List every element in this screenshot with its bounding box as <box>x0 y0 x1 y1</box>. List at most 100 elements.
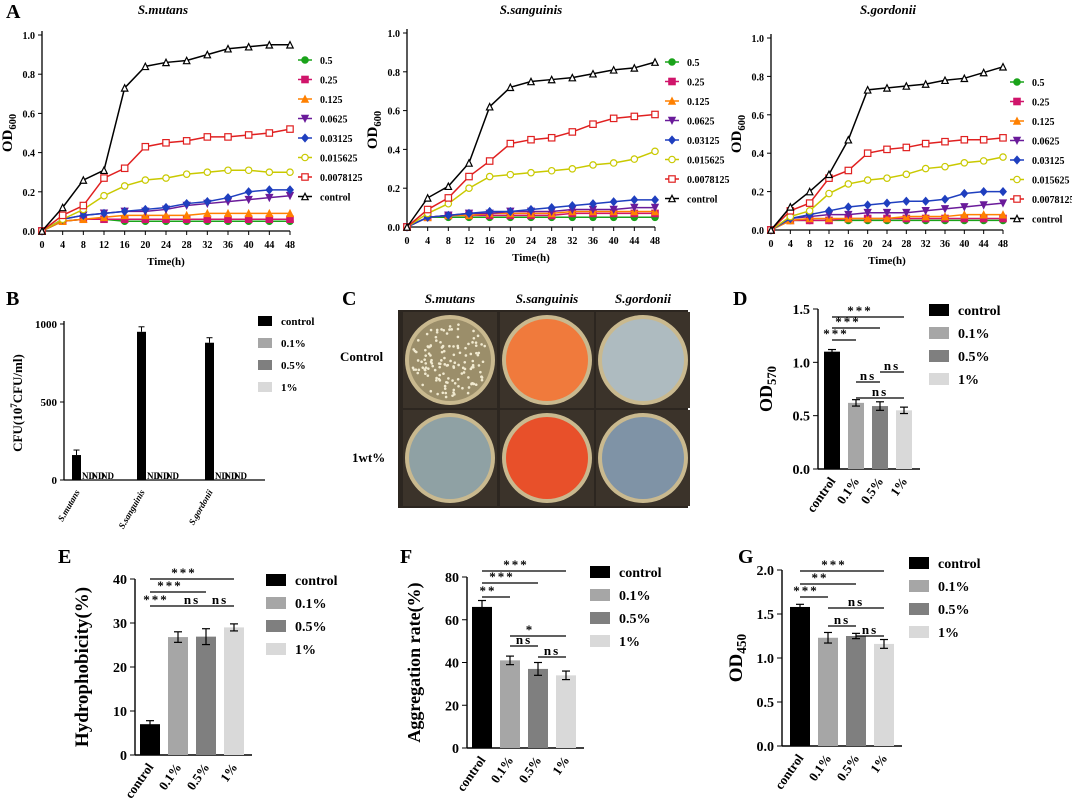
legend-label: control <box>1032 215 1063 226</box>
legend-label: 0.1% <box>958 327 990 342</box>
line-point <box>863 213 872 223</box>
colony <box>437 377 441 381</box>
nd-label: ND <box>215 471 228 481</box>
category-label: control <box>122 760 157 801</box>
colony <box>411 366 415 370</box>
line-point <box>182 55 191 65</box>
line-point <box>786 202 795 211</box>
line-point <box>162 202 170 213</box>
bar-1% <box>896 410 912 469</box>
line-point <box>805 199 814 207</box>
legend-swatch <box>266 597 286 609</box>
line-point <box>960 203 969 212</box>
series-control <box>766 62 1008 234</box>
x-tick-label: 44 <box>264 240 274 251</box>
line-point <box>609 114 618 123</box>
y-tick-label: 2.0 <box>757 564 775 579</box>
bar-control <box>205 342 214 480</box>
photo-row-control: Control <box>340 349 383 364</box>
line-point <box>568 73 577 82</box>
bar-control <box>790 606 810 746</box>
colony <box>442 328 446 332</box>
significance-label: *** <box>821 557 847 572</box>
colony <box>424 354 428 357</box>
line-point <box>902 170 911 179</box>
y-tick-label: 0.6 <box>23 109 36 120</box>
line-point <box>526 76 536 86</box>
plate-agar <box>409 417 491 499</box>
line-point <box>979 135 988 144</box>
significance-label: *** <box>503 557 529 572</box>
line-point <box>589 199 597 209</box>
colony <box>448 325 452 328</box>
y-tick-label: 0.2 <box>23 188 36 199</box>
line-point <box>244 195 253 205</box>
colony <box>414 368 418 371</box>
colony <box>470 382 473 385</box>
bar-0.5% <box>872 406 888 469</box>
colony <box>461 386 464 390</box>
line-point <box>100 208 108 218</box>
line-point <box>485 172 494 181</box>
line-point <box>162 174 170 182</box>
line-point <box>883 145 891 154</box>
legend-label: 1% <box>295 643 316 658</box>
legend-swatch <box>929 327 949 339</box>
significance-label: ns <box>544 643 560 658</box>
legend-label: 0.5 <box>320 56 333 67</box>
plate-agar <box>506 319 588 401</box>
colony <box>464 354 468 357</box>
colony <box>443 384 447 388</box>
x-tick-label: 36 <box>940 239 950 250</box>
line-point <box>883 174 891 182</box>
legend-label: 0.03125 <box>320 134 353 145</box>
colony <box>436 392 439 396</box>
y-tick-label: 0.8 <box>23 70 36 81</box>
significance-label: *** <box>835 314 861 329</box>
line-point <box>883 198 891 208</box>
colony <box>443 363 447 366</box>
line-point <box>300 191 310 201</box>
colony <box>435 379 438 382</box>
category-label: control <box>454 753 489 794</box>
line-point <box>100 191 108 200</box>
colony <box>481 360 485 364</box>
colony <box>441 344 445 348</box>
line-point <box>301 75 309 84</box>
legend-label: 0.015625 <box>687 156 725 167</box>
y-tick-label: 0.0 <box>757 740 775 755</box>
legend-label: 0.0078125 <box>320 173 363 184</box>
line-point <box>998 199 1008 208</box>
nd-label: ND <box>101 471 114 481</box>
y-tick-label: 0.8 <box>752 72 765 83</box>
x-tick-label: 16 <box>120 240 130 251</box>
colony <box>447 377 450 380</box>
legend-label: 0.25 <box>1032 98 1050 109</box>
line-point <box>999 153 1007 161</box>
line-point <box>921 196 930 206</box>
y-tick-label: 0 <box>452 742 459 757</box>
bar-control <box>137 331 146 480</box>
line-point <box>667 116 677 126</box>
colony <box>451 379 454 382</box>
y-tick-label: 0.5 <box>757 696 775 711</box>
category-label: 1% <box>887 474 910 499</box>
y-tick-label: 1.0 <box>757 652 775 667</box>
line-point <box>668 175 676 183</box>
y-tick-label: 1.5 <box>793 303 811 318</box>
colony <box>449 359 452 363</box>
line-point <box>141 176 150 184</box>
series-control <box>37 40 295 235</box>
category-label: control <box>772 751 807 792</box>
line-point <box>162 139 170 147</box>
legend-label: 0.1% <box>281 338 306 350</box>
legend-swatch <box>258 316 272 326</box>
colony <box>420 360 423 364</box>
colony <box>456 335 460 339</box>
line-point <box>630 155 639 163</box>
plate-gordonii-control <box>596 312 690 408</box>
panel-letter-e: E <box>58 546 71 568</box>
